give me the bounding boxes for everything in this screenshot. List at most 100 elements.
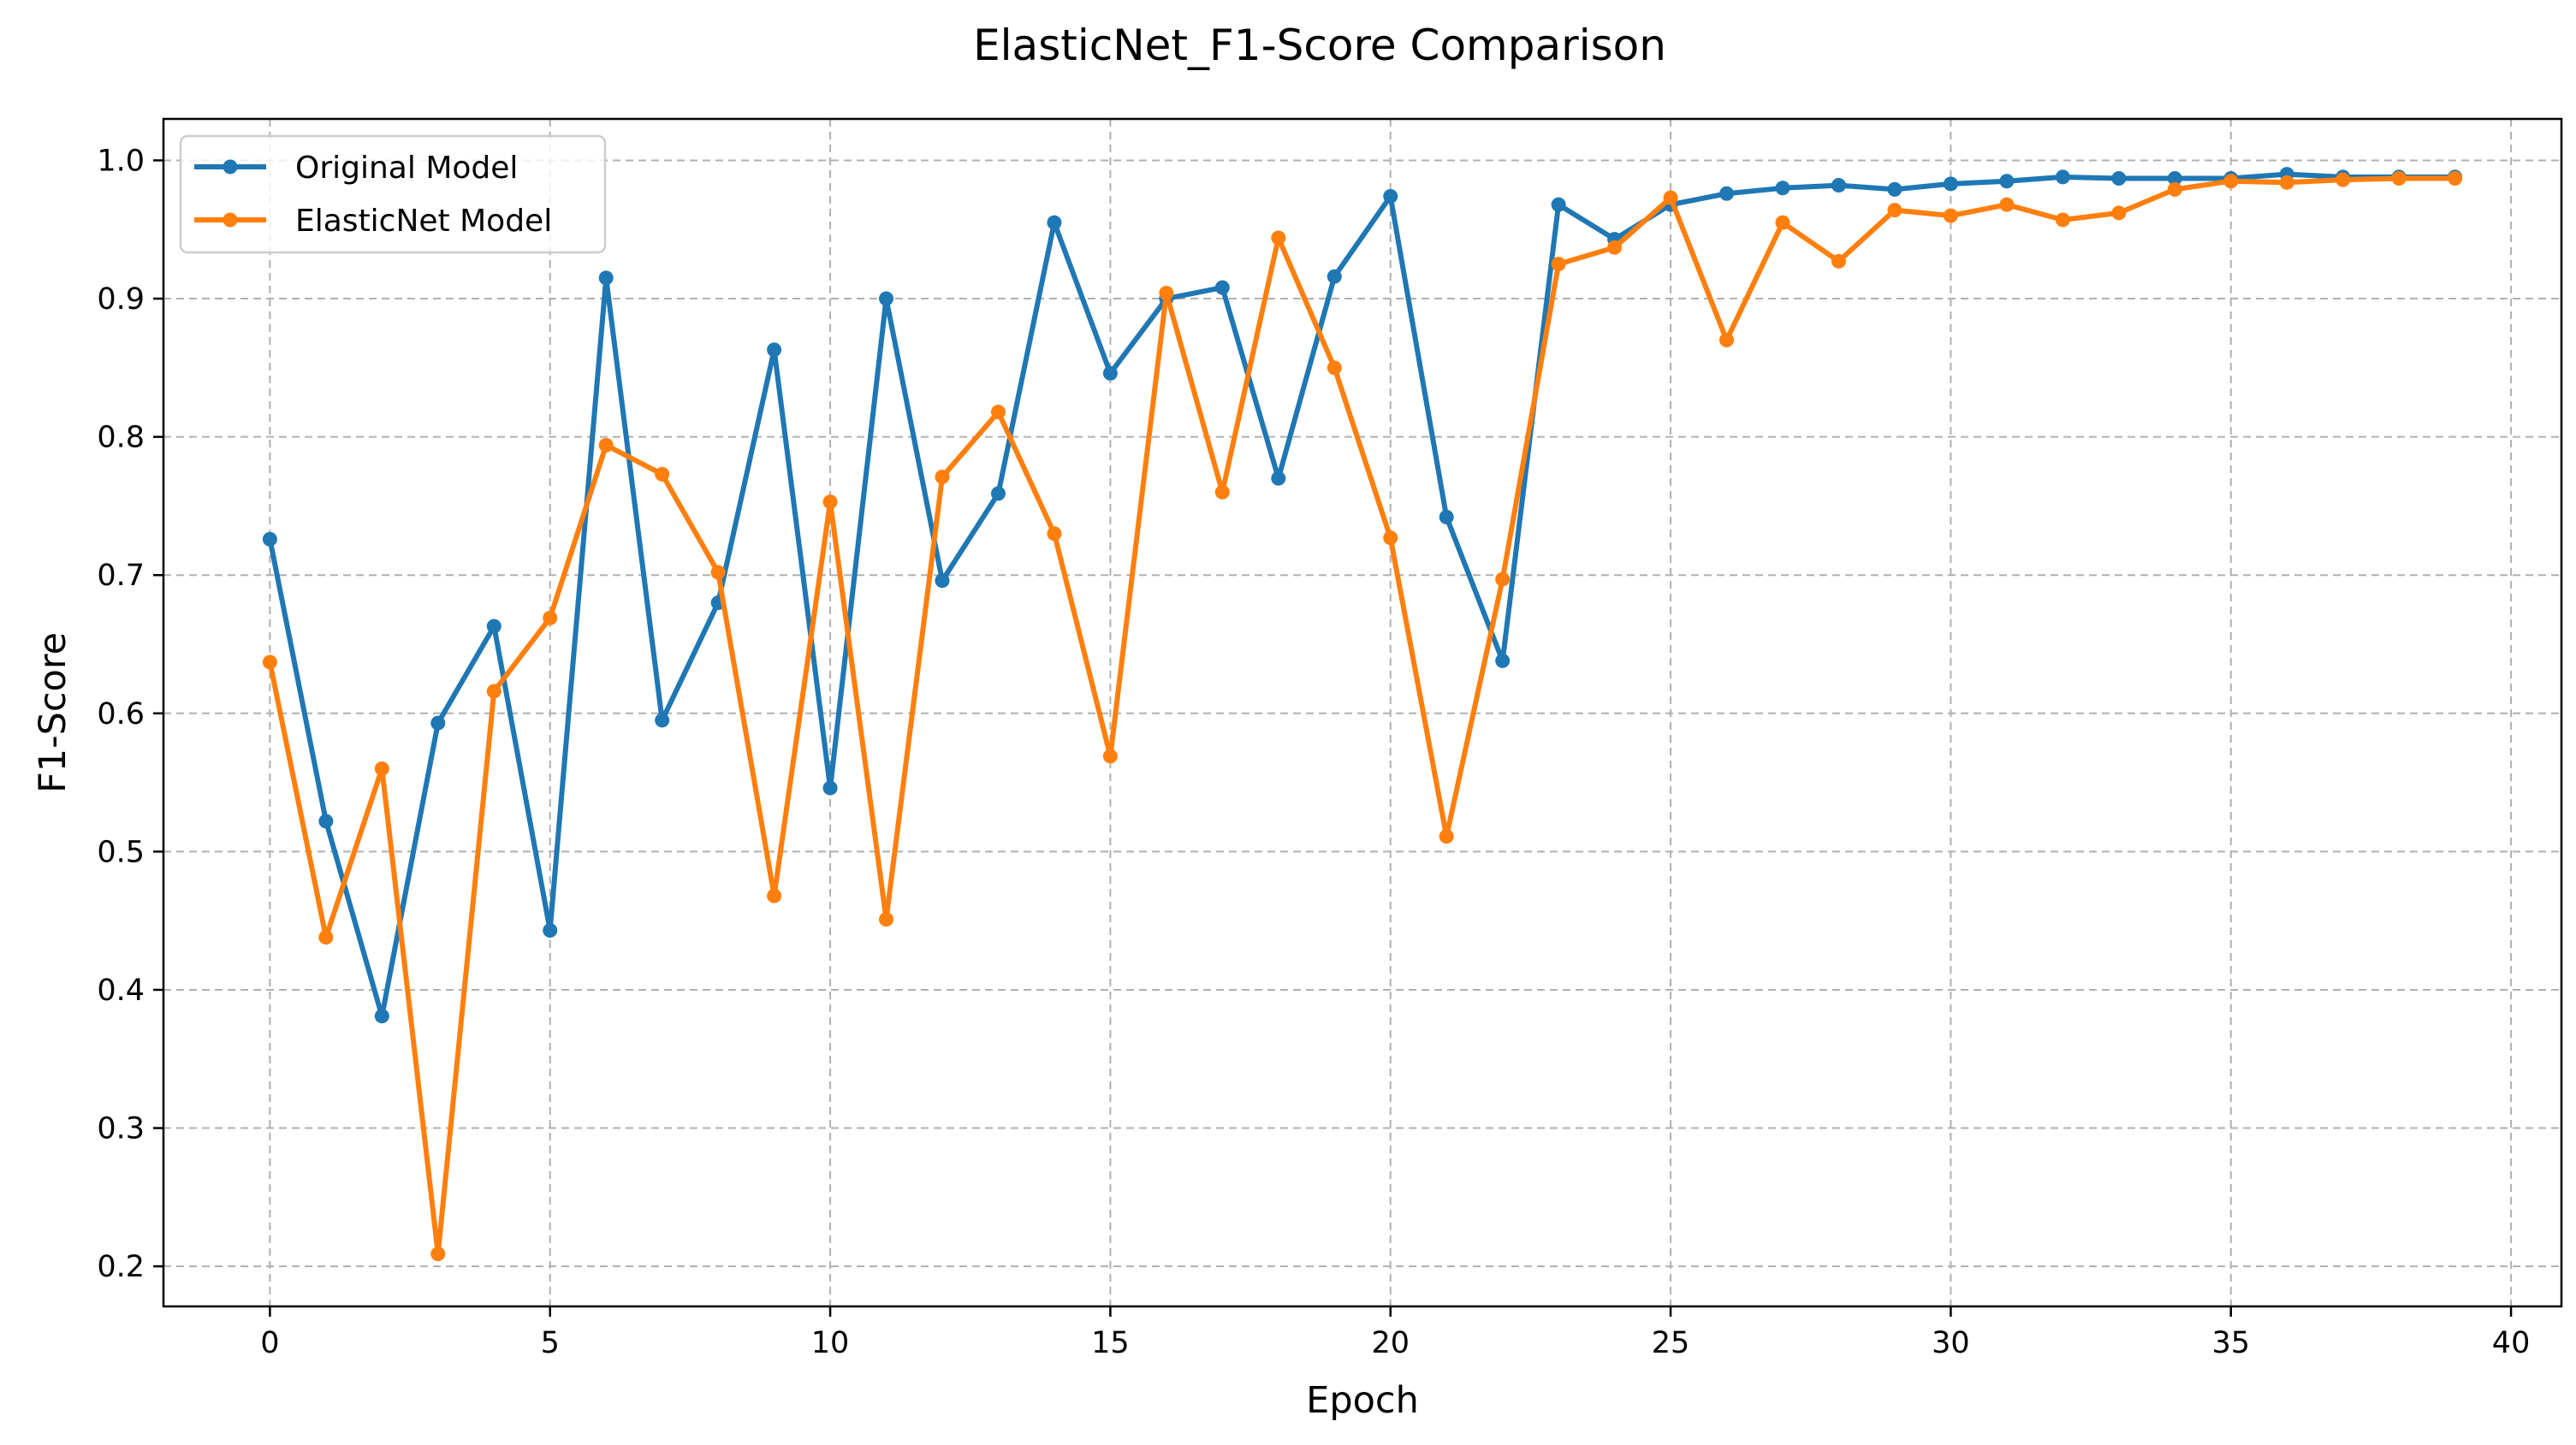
data-point (822, 494, 838, 510)
data-point (710, 565, 726, 580)
data-point (1271, 471, 1286, 486)
data-point (655, 713, 670, 728)
x-tick-label: 15 (1091, 1326, 1130, 1360)
data-point (1775, 181, 1790, 196)
data-point (2223, 174, 2239, 189)
series-2 (262, 170, 2463, 1262)
x-tick-label: 25 (1652, 1326, 1690, 1360)
data-point (318, 930, 334, 945)
legend-swatch-marker (223, 212, 238, 228)
x-tick-label: 35 (2211, 1326, 2250, 1360)
data-point (486, 684, 502, 699)
y-axis: 0.2 0.3 0.4 0.5 0.6 0.7 0.8 0.9 1.0 (97, 144, 163, 1284)
y-tick-label: 0.2 (97, 1250, 145, 1284)
y-tick-label: 0.3 (97, 1112, 145, 1146)
data-point (1495, 653, 1511, 668)
data-point (1102, 749, 1118, 764)
data-point (1831, 253, 1846, 269)
data-point (1831, 178, 1846, 193)
data-point (1495, 571, 1511, 587)
x-axis: 0 5 10 15 20 25 30 35 40 (260, 1306, 2530, 1360)
data-point (1439, 829, 1454, 844)
data-point (1887, 181, 1902, 197)
x-axis-label: Epoch (1306, 1379, 1419, 1422)
legend-box (179, 134, 607, 254)
data-point (1719, 186, 1735, 201)
data-point (1943, 176, 1958, 192)
data-point (1887, 203, 1902, 218)
data-point (262, 531, 277, 547)
series-line (267, 175, 2455, 1257)
data-point (1719, 333, 1735, 348)
series-line (267, 171, 2455, 1019)
x-tick-label: 10 (811, 1326, 850, 1360)
legend-label: ElasticNet Model (295, 204, 552, 239)
data-point (879, 912, 894, 927)
data-point (2167, 170, 2182, 186)
x-tick-label: 30 (1932, 1326, 1970, 1360)
data-point (1999, 197, 2015, 212)
data-point (990, 405, 1006, 420)
y-tick-label: 1.0 (97, 144, 145, 178)
data-point (1047, 215, 1062, 230)
data-point (2111, 170, 2127, 186)
data-point (822, 780, 838, 796)
data-point (935, 470, 950, 485)
y-tick-label: 0.8 (97, 421, 145, 455)
data-point (1102, 365, 1118, 381)
data-point (1214, 280, 1230, 295)
data-point (1327, 360, 1342, 376)
data-point (1551, 197, 1566, 212)
data-point (2279, 175, 2294, 190)
data-point (990, 486, 1006, 501)
data-point (1047, 526, 1062, 542)
data-point (1214, 484, 1230, 500)
data-point (2448, 170, 2463, 186)
data-point (1607, 240, 1623, 255)
legend-swatch-marker (223, 159, 238, 175)
data-point (1943, 208, 1958, 223)
y-axis-label: F1-Score (32, 632, 74, 793)
data-point (543, 610, 558, 625)
data-point (374, 761, 389, 776)
x-tick-label: 20 (1371, 1326, 1410, 1360)
data-point (2167, 181, 2182, 197)
data-point (1439, 509, 1454, 524)
x-tick-label: 40 (2492, 1326, 2531, 1360)
series-1 (262, 167, 2463, 1024)
data-point (1327, 269, 1342, 284)
data-point (1383, 188, 1398, 204)
data-point (2111, 205, 2127, 221)
data-point (2055, 212, 2070, 228)
data-point (1775, 215, 1790, 230)
data-point (374, 1009, 389, 1024)
x-tick-label: 5 (541, 1326, 560, 1360)
data-point (2055, 169, 2070, 185)
data-point (767, 342, 782, 358)
data-point (655, 466, 670, 482)
data-point (2391, 170, 2407, 186)
data-point (262, 654, 277, 670)
y-tick-label: 0.9 (97, 282, 145, 317)
data-point (318, 814, 334, 829)
y-tick-label: 0.6 (97, 697, 145, 731)
y-tick-label: 0.4 (97, 974, 145, 1008)
y-tick-label: 0.7 (97, 559, 145, 593)
y-tick-label: 0.5 (97, 835, 145, 869)
data-point (1383, 530, 1398, 546)
data-point (879, 291, 894, 306)
data-point (430, 1247, 446, 1262)
data-point (1271, 230, 1286, 246)
data-point (767, 888, 782, 903)
data-point (1551, 257, 1566, 272)
series-layer (262, 167, 2463, 1262)
data-point (598, 270, 614, 286)
data-point (2336, 172, 2351, 187)
legend: Original Model ElasticNet Model (179, 134, 607, 254)
grid-layer (163, 119, 2561, 1306)
data-point (598, 437, 614, 453)
data-point (543, 922, 558, 938)
data-point (486, 619, 502, 634)
legend-label: Original Model (295, 151, 518, 186)
data-point (1663, 190, 1678, 205)
